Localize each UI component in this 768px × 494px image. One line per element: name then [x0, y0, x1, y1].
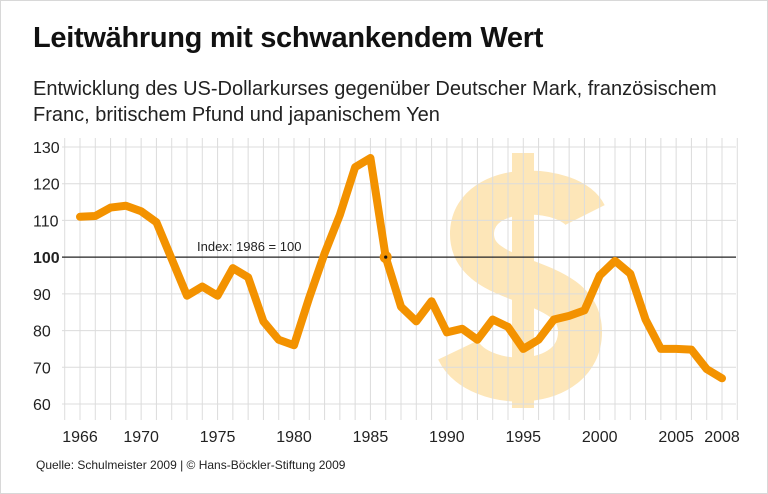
x-tick-label: 1966: [62, 429, 98, 446]
y-tick-label: 130: [33, 140, 60, 157]
y-tick-label: 70: [33, 360, 51, 377]
x-tick-label: 1985: [353, 429, 389, 446]
x-tick-label: 1995: [505, 429, 541, 446]
chart-subtitle: Entwicklung des US-Dollarkurses gegenübe…: [33, 78, 717, 126]
x-tick-label: 2008: [704, 429, 740, 446]
x-tick-label: 2000: [582, 429, 618, 446]
x-tick-label: 1970: [123, 429, 159, 446]
reference-line-label: Index: 1986 = 100: [197, 239, 301, 254]
y-tick-label: 60: [33, 397, 51, 414]
x-tick-label: 2005: [658, 429, 694, 446]
y-tick-label: 100: [33, 250, 60, 267]
reference-marker-dot: [384, 255, 388, 259]
x-tick-label: 1990: [429, 429, 465, 446]
chart-title: Leitwährung mit schwankendem Wert: [33, 22, 544, 54]
y-tick-label: 120: [33, 177, 60, 194]
x-tick-label: 1975: [200, 429, 236, 446]
y-tick-label: 80: [33, 324, 51, 341]
y-tick-label: 90: [33, 287, 51, 304]
y-tick-label: 110: [33, 213, 59, 230]
source-note: Quelle: Schulmeister 2009 | © Hans-Böckl…: [36, 458, 346, 472]
x-tick-label: 1980: [276, 429, 312, 446]
